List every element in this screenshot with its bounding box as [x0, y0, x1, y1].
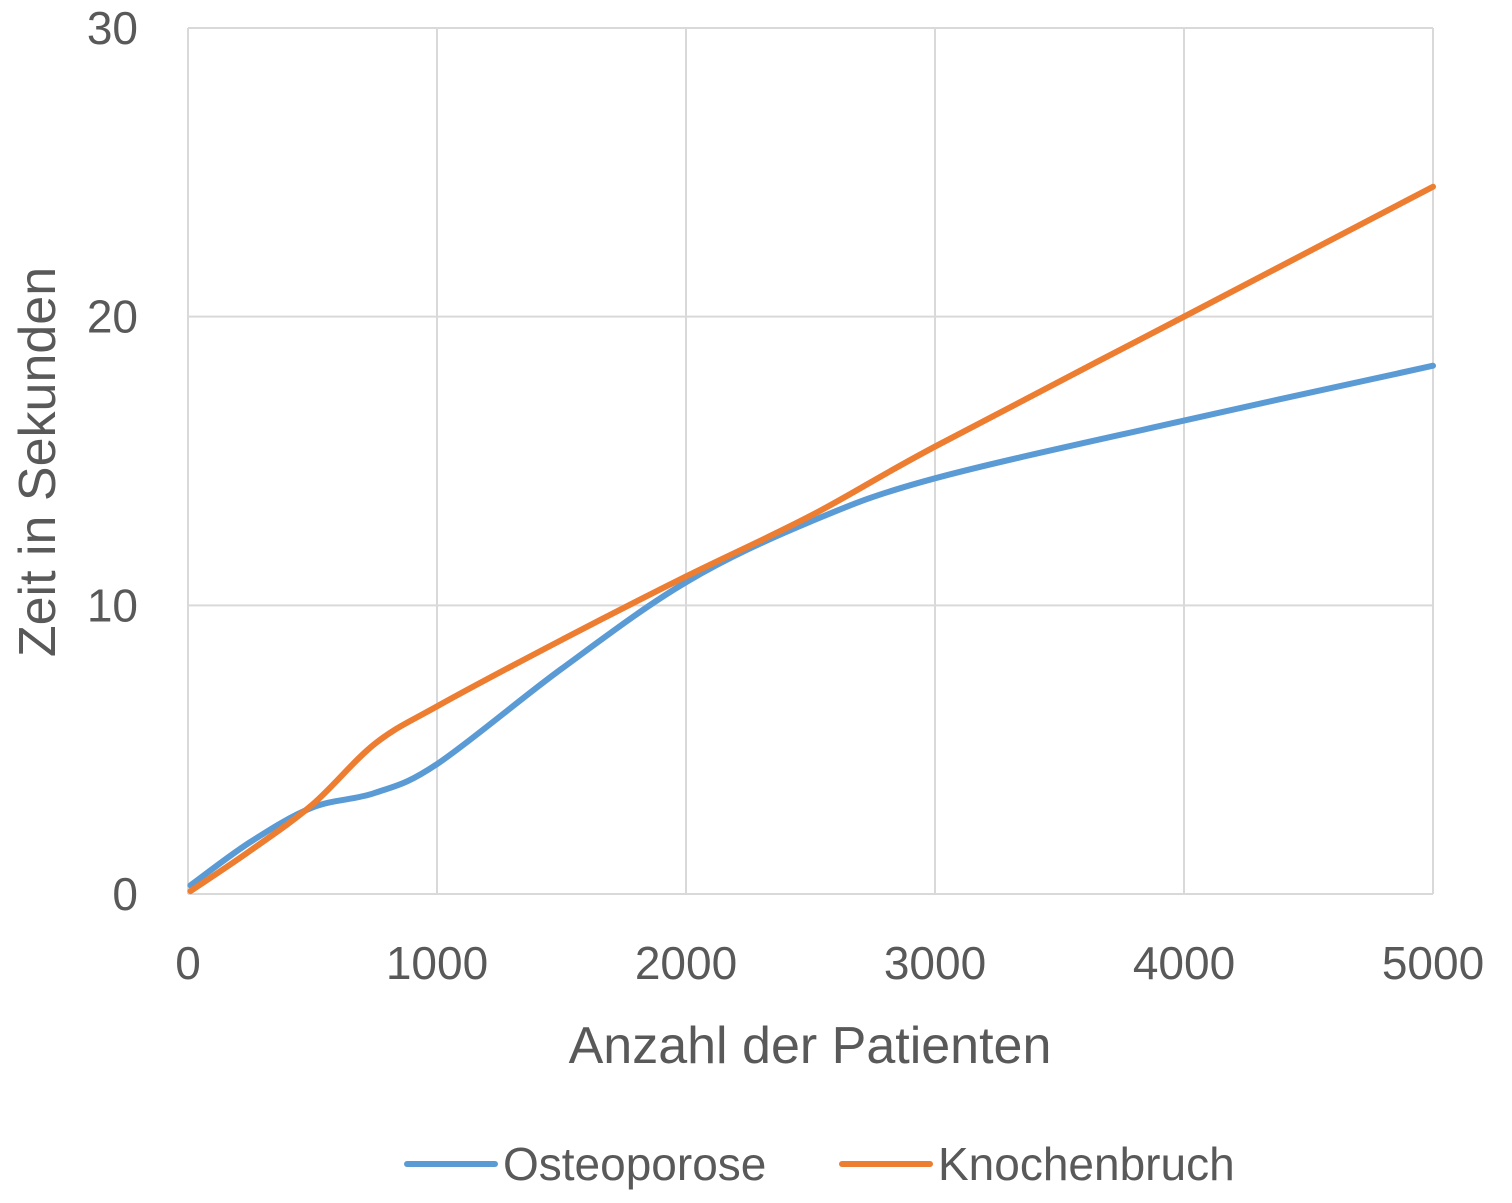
y-tick-label: 20	[87, 291, 138, 343]
x-axis-title: Anzahl der Patienten	[569, 1017, 1052, 1075]
x-tick-label: 2000	[635, 937, 737, 989]
y-tick-label: 30	[87, 2, 138, 54]
y-tick-label: 0	[112, 868, 138, 920]
x-tick-label: 3000	[884, 937, 986, 989]
legend: Osteoporose Knochenbruch	[404, 1138, 1235, 1190]
x-tick-label: 0	[175, 937, 201, 989]
y-axis-title: Zeit in Sekunden	[9, 267, 67, 657]
series-line-osteoporose	[187, 362, 1436, 889]
y-tick-label: 10	[87, 579, 138, 631]
legend-label-osteoporose: Osteoporose	[503, 1138, 766, 1190]
y-tick-labels: 0 10 20 30	[87, 2, 138, 920]
series-lines	[187, 183, 1436, 895]
legend-label-knochenbruch: Knochenbruch	[938, 1138, 1235, 1190]
x-tick-label: 5000	[1382, 937, 1484, 989]
x-tick-labels: 0 1000 2000 3000 4000 5000	[175, 937, 1484, 989]
x-tick-label: 4000	[1133, 937, 1235, 989]
series-knochenbruch	[187, 183, 1436, 895]
grid	[187, 27, 1434, 895]
series-osteoporose	[187, 362, 1436, 889]
x-tick-label: 1000	[386, 937, 488, 989]
series-line-knochenbruch	[187, 183, 1436, 895]
